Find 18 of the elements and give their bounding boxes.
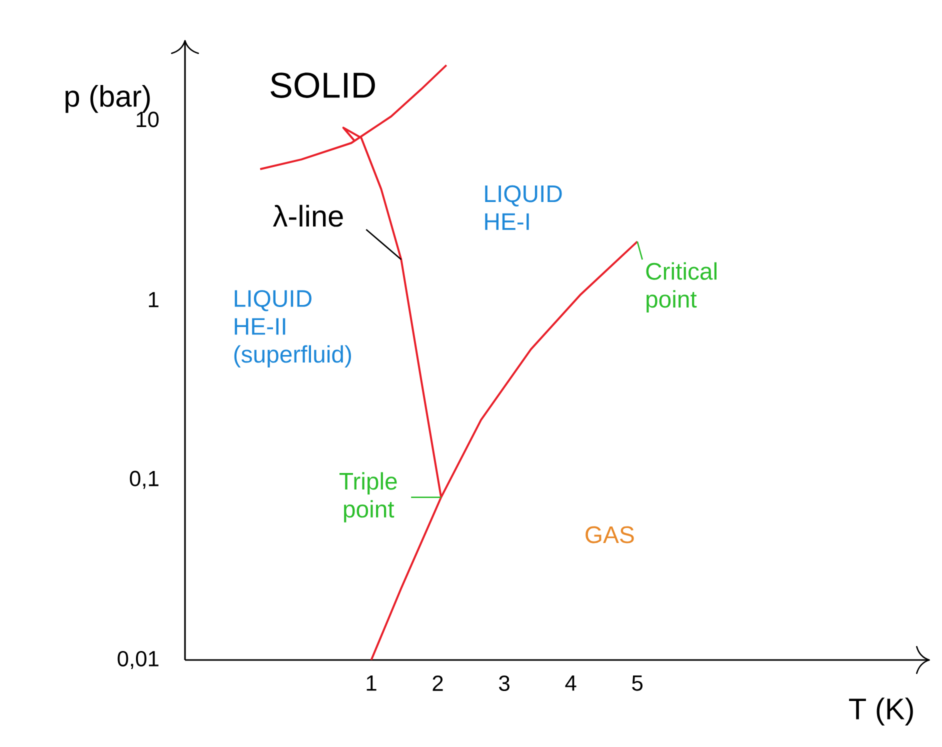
- x-tick-label: 4: [565, 676, 576, 691]
- annotation: λ-line: [272, 204, 343, 227]
- annotation: Triple point: [339, 472, 397, 522]
- y-tick-label: 1: [148, 292, 158, 308]
- annotation: Critical point: [646, 262, 716, 312]
- y-axis-title: p (bar): [66, 84, 150, 113]
- x-tick-label: 1: [366, 676, 376, 691]
- y-tick-label: 0,1: [130, 470, 158, 489]
- annotation: GAS: [586, 526, 634, 544]
- annotation: LIQUID HE-I: [485, 185, 562, 230]
- x-tick-label: 5: [632, 676, 643, 691]
- y-tick-label: 10: [136, 112, 159, 128]
- y-tick-label: 0,01: [118, 650, 158, 670]
- x-tick-label: 2: [432, 676, 443, 691]
- x-tick-label: 3: [499, 676, 510, 692]
- annotation: SOLID: [270, 72, 375, 98]
- x-axis-title: T (K): [849, 698, 913, 726]
- annotation: LIQUID HE-II (superfluid): [234, 290, 351, 368]
